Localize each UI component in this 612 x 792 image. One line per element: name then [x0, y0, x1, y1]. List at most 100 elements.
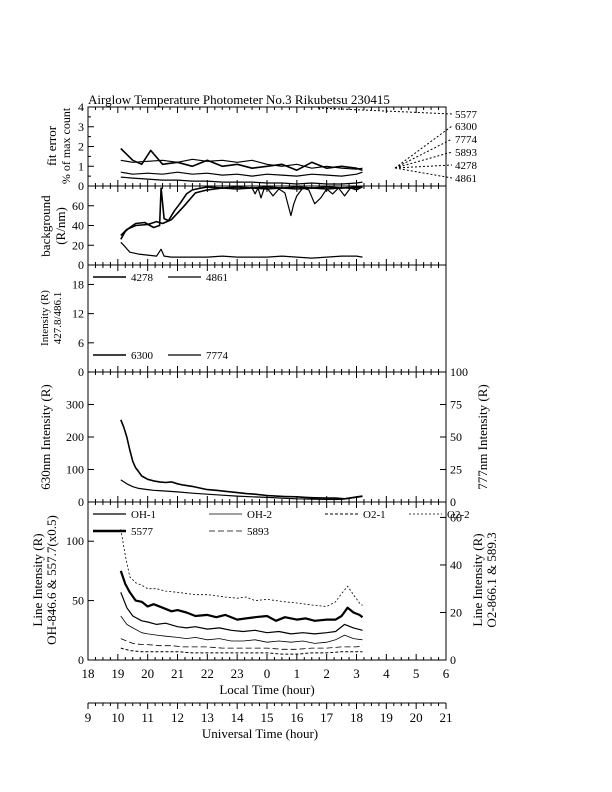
local-time-tick-label: 21 — [171, 666, 184, 681]
background-series — [120, 186, 363, 236]
fit-error-legend-label: 4861 — [455, 173, 477, 185]
legend-label-4278: 4278 — [131, 272, 154, 284]
series-OH-1 — [120, 592, 363, 635]
y2-tick-label: 0 — [450, 653, 456, 667]
y-tick-label: 300 — [66, 398, 84, 412]
legend-leader — [394, 164, 453, 169]
local-time-tick-label: 1 — [294, 666, 301, 681]
local-time-tick-label: 19 — [111, 666, 124, 681]
y-tick-label: 0 — [78, 365, 84, 379]
universal-time-tick-label: 16 — [290, 710, 304, 725]
local-time-tick-label: 6 — [443, 666, 450, 681]
y-tick-label: 4 — [78, 100, 84, 114]
local-time-xlabel: Local Time (hour) — [219, 682, 314, 697]
universal-time-tick-label: 18 — [350, 710, 363, 725]
intensity-4278-ylabel: Intensity (R) — [39, 290, 51, 346]
y-tick-label: 12 — [72, 307, 84, 321]
background-series — [251, 186, 363, 217]
universal-time-tick-label: 9 — [85, 710, 92, 725]
universal-time-xlabel: Universal Time (hour) — [202, 726, 318, 741]
fit-error-ylabel-2: % of max count — [59, 107, 73, 184]
universal-time-tick-label: 19 — [380, 710, 393, 725]
legend-leader — [394, 151, 453, 169]
universal-time-tick-label: 13 — [201, 710, 214, 725]
series-O2-1 — [120, 647, 363, 655]
legend-label-OH-1: OH-1 — [131, 509, 156, 521]
fit-error-ylabel: fit error — [44, 125, 59, 166]
legend-leader — [394, 167, 453, 179]
local-time-tick-label: 0 — [264, 666, 271, 681]
universal-time-tick-label: 11 — [141, 710, 154, 725]
y-tick-label: 1 — [78, 159, 84, 173]
y-tick-label: 20 — [72, 238, 84, 252]
legend-label-O2-1: O2-1 — [363, 509, 386, 521]
legend-label-5577: 5577 — [131, 526, 154, 538]
intensity-630-ylabel: 630nm Intensity (R) — [38, 384, 53, 489]
legend-label-5893: 5893 — [247, 526, 270, 538]
legend-leader — [394, 125, 453, 169]
fit-error-legend-label: 5577 — [455, 109, 478, 121]
background-ylabel-2: (R/nm) — [53, 207, 68, 245]
series-O2-2 — [120, 529, 363, 607]
line-intensity-ylabel-right: Line Intensity (R) — [470, 533, 485, 626]
y2-tick-label: 50 — [450, 430, 462, 444]
line-intensity-ylabel-right-2: O2-866.1 & 589.3 — [484, 532, 499, 627]
series-7774 — [120, 479, 363, 500]
universal-time-tick-label: 20 — [410, 710, 423, 725]
fit-error-legend-label: 4278 — [455, 160, 478, 172]
y2-tick-label: 20 — [450, 605, 462, 619]
y-tick-label: 50 — [72, 594, 84, 608]
local-time-tick-label: 22 — [201, 666, 214, 681]
universal-time-tick-label: 15 — [261, 710, 274, 725]
legend-leader — [317, 107, 453, 115]
y2-tick-label: 60 — [450, 510, 462, 524]
universal-time-tick-label: 12 — [171, 710, 184, 725]
y2-tick-label: 0 — [450, 495, 456, 509]
chart-title: Airglow Temperature Photometer No.3 Riku… — [88, 92, 390, 107]
intensity-777-ylabel: 777nm Intensity (R) — [475, 384, 490, 489]
local-time-tick-label: 18 — [82, 666, 95, 681]
y-tick-label: 60 — [72, 199, 84, 213]
line-intensity-ylabel: Line Intensity (R) — [30, 533, 45, 626]
fit-error-series — [120, 171, 363, 177]
y-tick-label: 200 — [66, 430, 84, 444]
fit-error-legend-label: 5893 — [455, 147, 478, 159]
y-tick-label: 6 — [78, 336, 84, 350]
intensity-630-panel — [87, 371, 447, 503]
background-series — [120, 186, 363, 240]
series-5893 — [120, 638, 363, 650]
legend-label-O2-2: O2-2 — [447, 509, 470, 521]
background-series — [120, 241, 363, 259]
legend-leader — [394, 138, 453, 169]
y2-tick-label: 100 — [450, 365, 468, 379]
y-tick-label: 0 — [78, 179, 84, 193]
series-5577 — [119, 570, 364, 622]
series-OH-2 — [120, 615, 363, 644]
y-tick-label: 18 — [72, 277, 84, 291]
fit-error-legend-label: 6300 — [455, 121, 478, 133]
series-6300 — [120, 419, 363, 500]
local-time-tick-label: 4 — [383, 666, 390, 681]
y2-tick-label: 40 — [450, 558, 462, 572]
y-tick-label: 0 — [78, 258, 84, 272]
local-time-tick-label: 5 — [413, 666, 420, 681]
y2-tick-label: 25 — [450, 463, 462, 477]
fit-error-legend-label: 7774 — [455, 134, 478, 146]
line-intensity-ylabel-2: OH-846.6 & 557.7(x0.5) — [44, 515, 59, 645]
y-tick-label: 100 — [66, 534, 84, 548]
universal-time-tick-label: 10 — [111, 710, 124, 725]
background-ylabel: background — [38, 195, 53, 257]
y-tick-label: 0 — [78, 653, 84, 667]
local-time-tick-label: 2 — [323, 666, 330, 681]
y2-tick-label: 75 — [450, 398, 462, 412]
local-time-tick-label: 23 — [231, 666, 244, 681]
legend-label-OH-2: OH-2 — [247, 509, 272, 521]
y-tick-label: 100 — [66, 463, 84, 477]
fit-error-series — [120, 158, 363, 170]
legend-label-7774: 7774 — [206, 350, 229, 362]
universal-time-tick-label: 21 — [440, 710, 453, 725]
fit-error-series — [120, 176, 363, 185]
legend-label-6300: 6300 — [131, 350, 154, 362]
legend-label-4861: 4861 — [206, 272, 228, 284]
